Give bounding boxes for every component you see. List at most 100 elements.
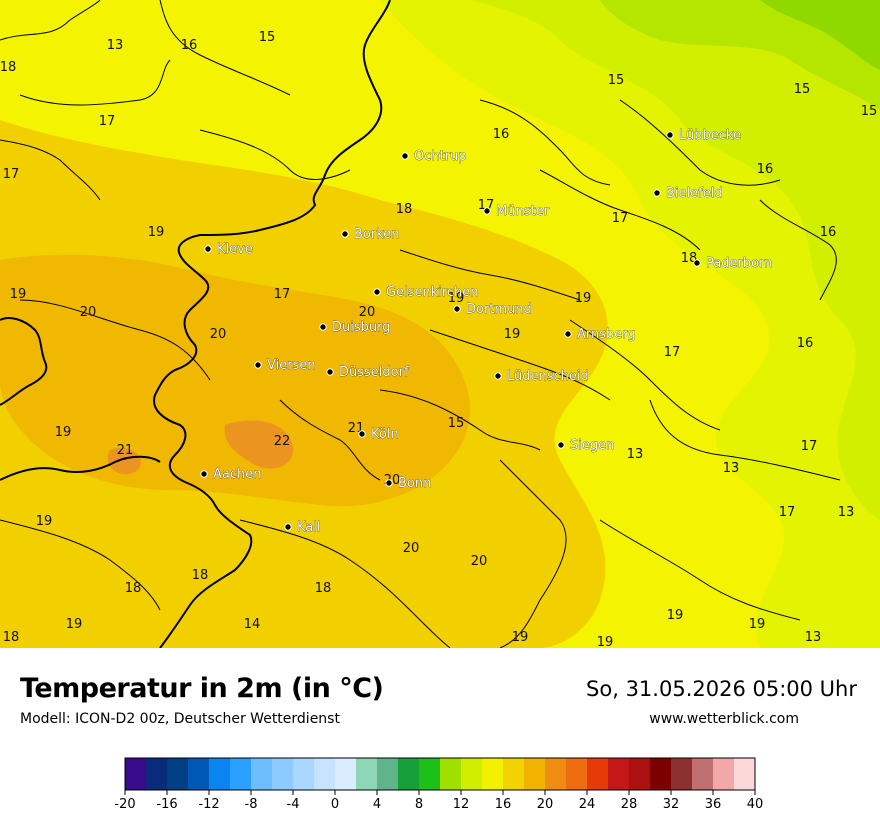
city-düsseldorf: Düsseldorf — [326, 365, 409, 380]
temperature-value: 16 — [757, 162, 774, 177]
city-aachen: Aachen — [200, 467, 262, 482]
legend-swatch — [608, 758, 630, 790]
city-bielefeld: Bielefeld — [653, 186, 723, 201]
temperature-value: 19 — [749, 617, 766, 632]
legend-swatch — [587, 758, 609, 790]
city-name: Düsseldorf — [339, 365, 409, 380]
city-name: Kall — [297, 520, 321, 535]
city-name: Dortmund — [466, 302, 532, 317]
city-name: Gelsenkirchen — [386, 285, 479, 300]
temperature-value: 19 — [667, 608, 684, 623]
temperature-value: 13 — [838, 505, 855, 520]
city-name: Arnsberg — [577, 327, 636, 342]
legend-swatch — [209, 758, 231, 790]
temperature-value: 15 — [794, 82, 811, 97]
temperature-value: 20 — [359, 305, 376, 320]
city-arnsberg: Arnsberg — [564, 327, 636, 342]
national-borders — [0, 0, 391, 648]
city-dot — [204, 245, 212, 253]
city-dot — [200, 470, 208, 478]
city-kall: Kall — [284, 520, 321, 535]
hot-patch-aachen — [107, 447, 141, 475]
legend-tick-label: -4 — [287, 797, 300, 812]
city-lüdenscheid: Lüdenscheid — [494, 369, 589, 384]
city-dot — [401, 152, 409, 160]
city-dot — [358, 430, 366, 438]
temperature-value: 18 — [681, 251, 698, 266]
city-name: Viersen — [267, 358, 316, 373]
model-source: Modell: ICON-D2 00z, Deutscher Wetterdie… — [20, 711, 340, 727]
legend-swatch — [692, 758, 714, 790]
temperature-value: 18 — [315, 581, 332, 596]
legend-swatch — [398, 758, 420, 790]
city-name: Ochtrup — [414, 149, 467, 164]
temperature-map: 13 16 15 18 17 17 15 15 15 16 16 18 17 17 16 19 18 19 17 19… — [0, 0, 880, 648]
temperature-value: 18 — [396, 202, 413, 217]
temperature-value: 16 — [181, 38, 198, 53]
legend-swatch — [671, 758, 693, 790]
temperature-value: 13 — [723, 461, 740, 476]
city-name: Lübbecke — [679, 128, 741, 143]
temperature-value: 18 — [3, 630, 20, 645]
temperature-value: 14 — [244, 617, 261, 632]
city-dot — [693, 259, 701, 267]
legend-tick-label: -16 — [156, 797, 177, 812]
city-ochtrup: Ochtrup — [401, 149, 467, 164]
temperature-value: 18 — [192, 568, 209, 583]
temperature-value: 18 — [125, 581, 142, 596]
legend-tick-label: -20 — [114, 797, 135, 812]
legend-swatch — [440, 758, 462, 790]
city-bonn: Bonn — [385, 476, 432, 491]
legend-ticks: -20 -16 -12 -8 -4 0 4 8 12 16 20 24 28 32 36 40 — [114, 790, 763, 812]
city-dot — [494, 372, 502, 380]
temperature-value: 17 — [99, 114, 116, 129]
legend-tick-label: 20 — [537, 797, 554, 812]
legend-swatch — [503, 758, 525, 790]
city-dot — [453, 305, 461, 313]
city-dortmund: Dortmund — [453, 302, 532, 317]
city-name: Siegen — [570, 438, 614, 453]
temperature-value: 19 — [575, 291, 592, 306]
legend-tick-label: 24 — [579, 797, 596, 812]
district-borders — [0, 0, 841, 648]
temperature-value: 13 — [627, 447, 644, 462]
temperature-value: 13 — [107, 38, 124, 53]
temperature-value: 22 — [274, 434, 291, 449]
temperature-value: 19 — [10, 287, 27, 302]
coolest-region-northeast — [600, 0, 880, 110]
city-dot — [666, 131, 674, 139]
legend-swatch — [629, 758, 651, 790]
forecast-datetime: So, 31.05.2026 05:00 Uhr — [586, 677, 857, 701]
city-dot — [254, 361, 262, 369]
temperature-value: 20 — [80, 305, 97, 320]
legend-swatch — [377, 758, 399, 790]
legend-swatch — [482, 758, 504, 790]
temperature-value: 19 — [148, 225, 165, 240]
legend-swatch — [545, 758, 567, 790]
temperature-value: 15 — [259, 30, 276, 45]
legend-tick-label: 28 — [621, 797, 638, 812]
city-name: Kleve — [217, 242, 253, 257]
legend-tick-label: 8 — [415, 797, 423, 812]
city-kleve: Kleve — [204, 242, 253, 257]
legend-swatch — [356, 758, 378, 790]
legend-swatch — [167, 758, 189, 790]
legend-tick-label: -8 — [245, 797, 258, 812]
city-dot — [483, 207, 491, 215]
legend-tick-label: 32 — [663, 797, 680, 812]
legend-tick-label: 0 — [331, 797, 339, 812]
city-borken: Borken — [341, 227, 400, 242]
temperature-value: 19 — [448, 291, 465, 306]
city-dot — [319, 323, 327, 331]
temperature-value: 19 — [504, 327, 521, 342]
legend-swatch — [188, 758, 210, 790]
cooler-region-northeast — [470, 0, 880, 520]
city-name: Aachen — [213, 467, 261, 482]
legend-swatch — [650, 758, 672, 790]
city-name: Lüdenscheid — [507, 369, 589, 384]
legend-swatch — [125, 758, 147, 790]
legend-swatch — [293, 758, 315, 790]
temperature-value: 16 — [820, 225, 837, 240]
website-link[interactable]: www.wetterblick.com — [649, 711, 799, 727]
city-köln: Köln — [358, 427, 399, 442]
